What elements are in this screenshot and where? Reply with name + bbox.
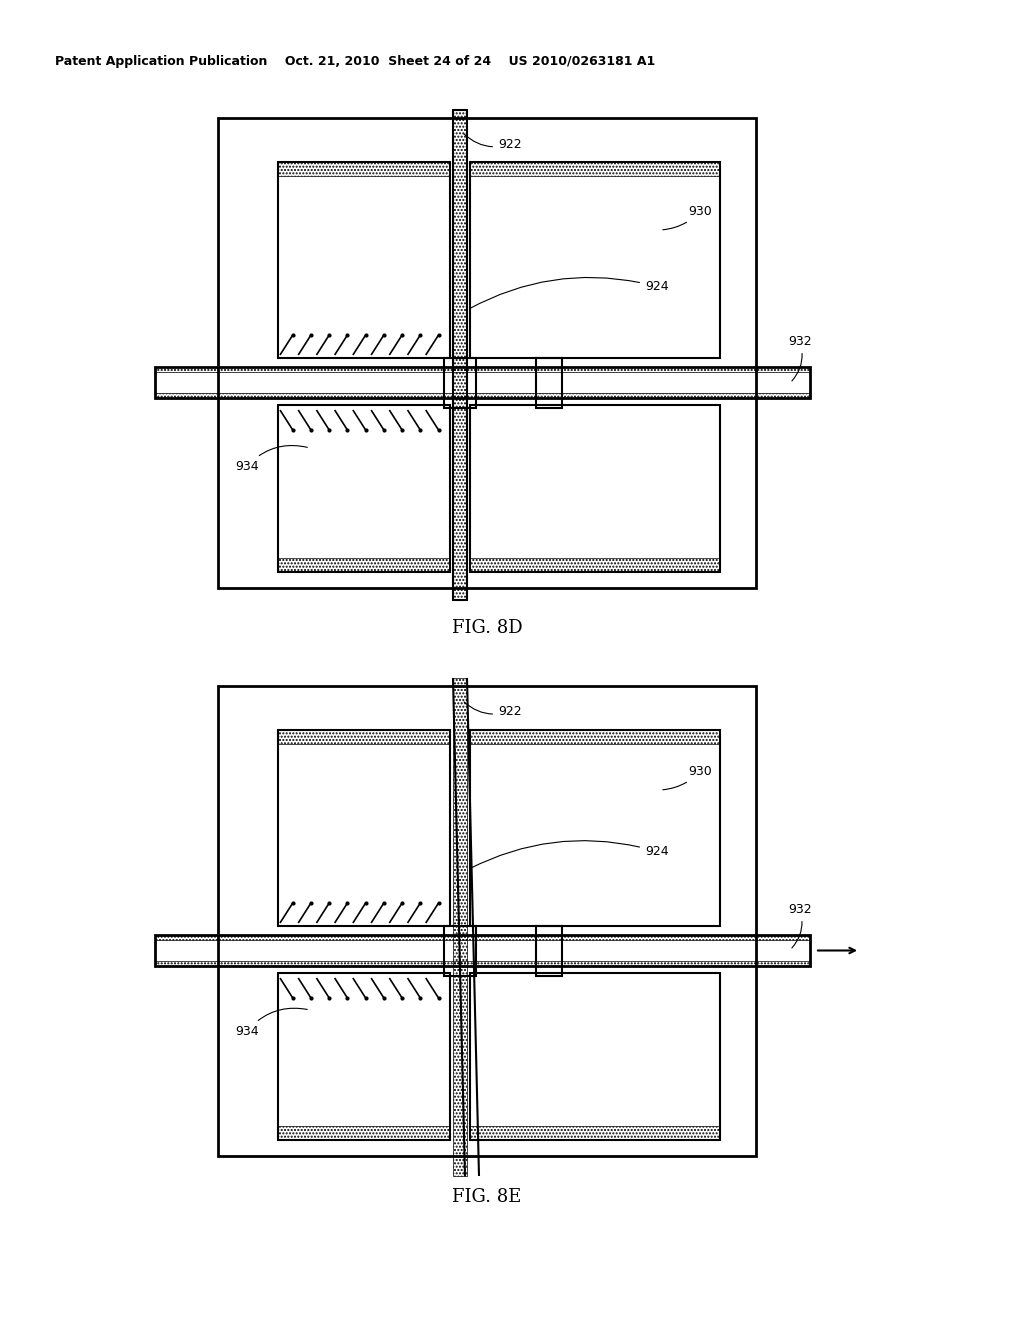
Bar (536, 358, 562, 408)
Text: 922: 922 (464, 133, 521, 150)
Bar (218, 117, 756, 587)
Text: 922: 922 (464, 702, 521, 718)
Bar (278, 973, 450, 1140)
Bar (278, 162, 450, 176)
Text: 932: 932 (788, 335, 812, 381)
Bar (444, 358, 476, 408)
Bar (278, 730, 450, 744)
Bar (155, 393, 810, 399)
Bar (470, 162, 720, 358)
Bar (218, 686, 756, 1156)
Bar (470, 162, 720, 176)
Bar (536, 927, 562, 975)
Text: 930: 930 (663, 205, 712, 230)
Text: 924: 924 (469, 277, 669, 309)
Bar (470, 730, 720, 927)
Bar (453, 110, 467, 601)
Bar (278, 558, 450, 572)
Bar (155, 935, 810, 966)
Bar (444, 927, 476, 975)
Bar (470, 973, 720, 1140)
Text: 924: 924 (469, 841, 669, 869)
Bar (155, 961, 810, 966)
Text: Patent Application Publication    Oct. 21, 2010  Sheet 24 of 24    US 2010/02631: Patent Application Publication Oct. 21, … (55, 55, 655, 69)
Bar (278, 730, 450, 927)
Bar (155, 367, 810, 399)
Bar (470, 405, 720, 572)
Bar (470, 730, 720, 744)
Bar (470, 558, 720, 572)
Bar (470, 1126, 720, 1140)
Bar (278, 1126, 450, 1140)
Text: 932: 932 (788, 903, 812, 948)
Text: 934: 934 (234, 1008, 307, 1038)
Text: 934: 934 (234, 446, 307, 473)
Bar (155, 367, 810, 372)
Text: 930: 930 (663, 766, 712, 789)
Bar (453, 110, 467, 601)
Bar (155, 935, 810, 940)
Text: FIG. 8D: FIG. 8D (452, 619, 522, 638)
Bar (453, 678, 467, 1176)
Text: FIG. 8E: FIG. 8E (453, 1188, 521, 1206)
Bar (278, 162, 450, 358)
Bar (278, 405, 450, 572)
